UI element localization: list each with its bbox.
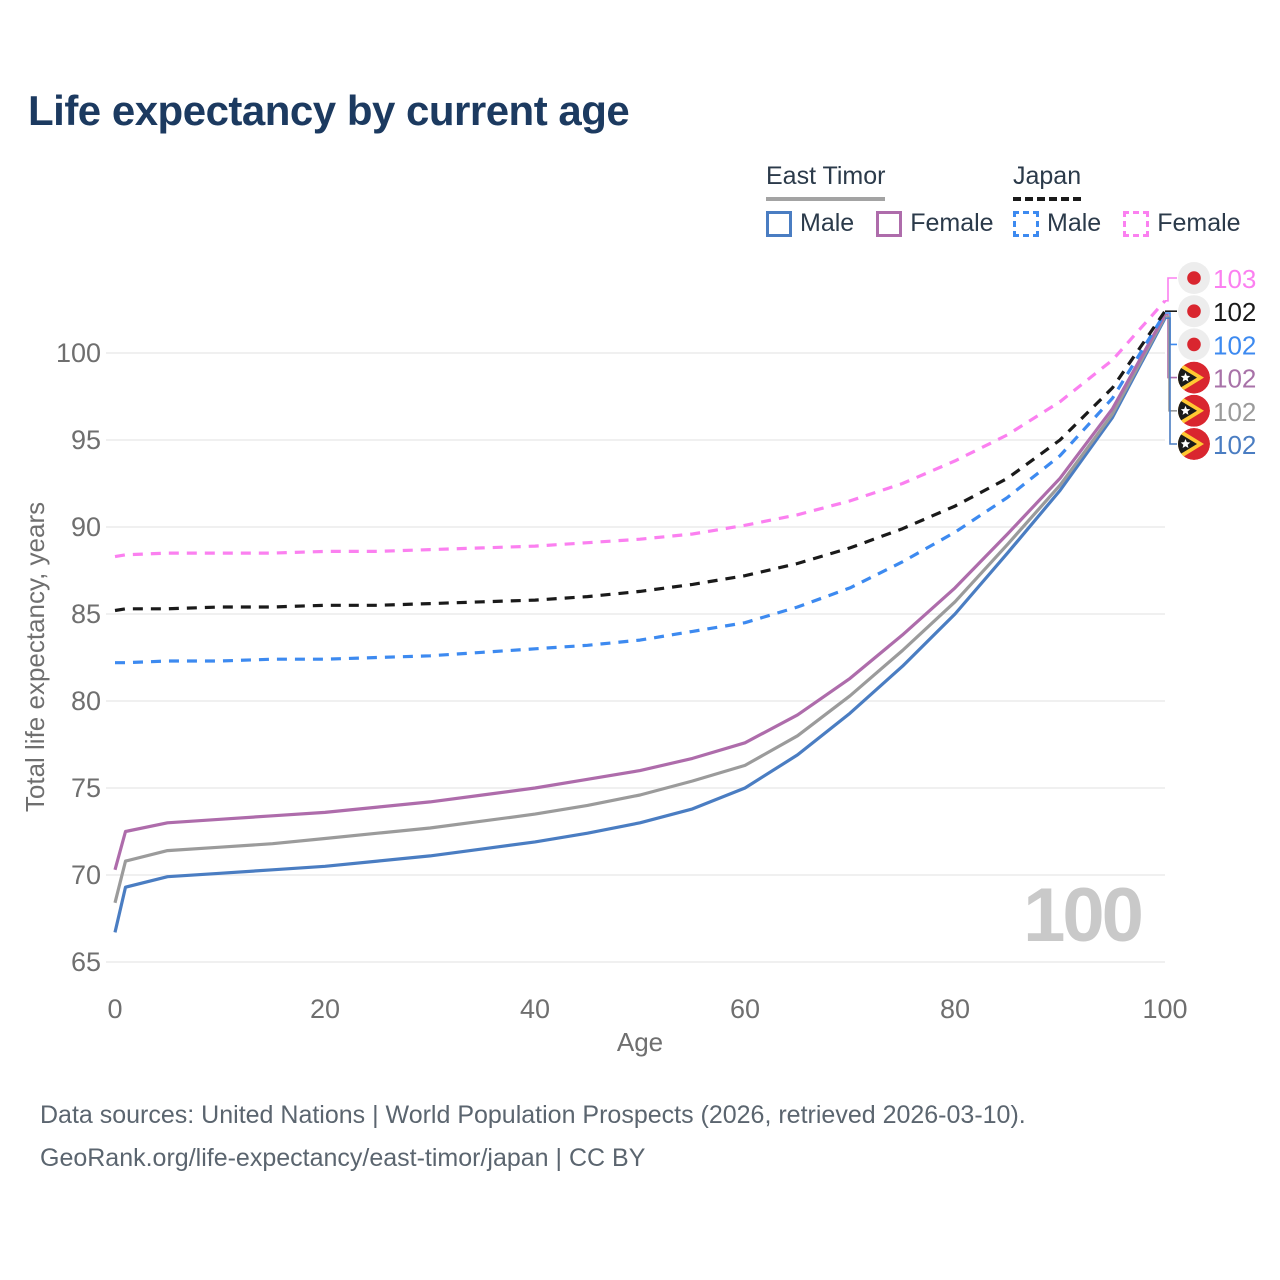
end-connector-east-timor-female <box>1165 313 1177 379</box>
y-tick-label-75: 75 <box>71 773 101 803</box>
end-value-japan-female: 103 <box>1213 264 1256 294</box>
legend-label-east-timor-male: Male <box>800 209 855 237</box>
x-tick-label-40: 40 <box>520 994 550 1024</box>
y-tick-label-100: 100 <box>56 338 101 368</box>
flag-east-timor-icon <box>1178 394 1210 427</box>
end-value-east-timor-male: 102 <box>1213 430 1256 460</box>
series-lines <box>113 299 1167 933</box>
legend-items-east-timor: Male Female <box>766 209 994 238</box>
japan-female-swatch-icon <box>1123 210 1150 237</box>
data-sources-text: Data sources: United Nations | World Pop… <box>40 1101 1026 1129</box>
flag-east-timor-icon <box>1178 361 1210 394</box>
japan-male-swatch-icon <box>1013 210 1039 237</box>
legend-items-japan: Male Female <box>1013 209 1241 238</box>
y-tick-label-65: 65 <box>71 947 101 977</box>
y-tick-label-95: 95 <box>71 425 101 455</box>
legend-item-east-timor-female[interactable]: Female <box>876 209 994 238</box>
end-connector-east-timor-male <box>1165 317 1177 445</box>
legend-country-japan[interactable]: Japan <box>1013 162 1082 201</box>
legend-item-japan-male[interactable]: Male <box>1013 209 1101 238</box>
flag-japan-icon <box>1178 262 1210 294</box>
x-axis-title: Age <box>617 1027 663 1057</box>
end-value-east-timor: 102 <box>1213 397 1256 427</box>
chart-footer: Data sources: United Nations | World Pop… <box>40 1094 1026 1180</box>
series-line-japan-male[interactable] <box>115 312 1167 665</box>
legend-item-japan-female[interactable]: Female <box>1123 209 1241 238</box>
legend-label-japan-female: Female <box>1157 209 1241 237</box>
y-tick-label-85: 85 <box>71 599 101 629</box>
series-line-east-timor-female[interactable] <box>113 313 1167 871</box>
y-axis-title: Total life expectancy, years <box>20 502 50 812</box>
legend-item-east-timor-male[interactable]: Male <box>766 209 854 238</box>
attribution-text: GeoRank.org/life-expectancy/east-timor/j… <box>40 1144 646 1172</box>
axis-labels: 0 20 40 60 80 100 Age Total life expectancy, ye… <box>20 502 1188 1057</box>
gridlines: 65 70 75 80 85 90 95 100 <box>56 338 1165 977</box>
y-tick-label-90: 90 <box>71 512 101 542</box>
flag-japan-icon <box>1178 328 1210 361</box>
east-timor-female-swatch-icon <box>876 210 903 237</box>
series-line-japan[interactable] <box>114 310 1167 613</box>
x-tick-label-20: 20 <box>310 994 340 1024</box>
y-tick-label-80: 80 <box>71 686 101 716</box>
end-value-east-timor-female: 102 <box>1213 364 1256 394</box>
hover-age-indicator: 100 <box>1023 873 1142 958</box>
flag-east-timor-icon <box>1178 428 1210 460</box>
end-value-japan: 102 <box>1213 297 1256 327</box>
legend-label-japan-male: Male <box>1047 209 1102 237</box>
x-tick-label-60: 60 <box>730 994 760 1024</box>
legend-group-east-timor: East Timor Male Female <box>766 162 994 238</box>
x-tick-label-0: 0 <box>107 994 122 1024</box>
series-line-japan-female[interactable] <box>114 299 1167 559</box>
flag-japan-icon <box>1178 295 1210 328</box>
page-title: Life expectancy by current age <box>28 87 630 134</box>
x-tick-label-100: 100 <box>1142 994 1187 1024</box>
x-tick-label-80: 80 <box>940 994 970 1024</box>
end-connector-east-timor <box>1165 315 1177 412</box>
east-timor-male-swatch-icon <box>766 210 792 237</box>
series-line-east-timor[interactable] <box>113 315 1167 904</box>
end-connector-japan-female <box>1165 277 1177 302</box>
y-tick-label-70: 70 <box>71 860 101 890</box>
legend-label-east-timor-female: Female <box>910 209 994 237</box>
end-value-japan-male: 102 <box>1213 330 1256 360</box>
series-line-east-timor-male[interactable] <box>113 317 1167 933</box>
legend-country-east-timor[interactable]: East Timor <box>766 162 886 201</box>
legend-group-japan: Japan Male Female <box>1013 162 1241 238</box>
